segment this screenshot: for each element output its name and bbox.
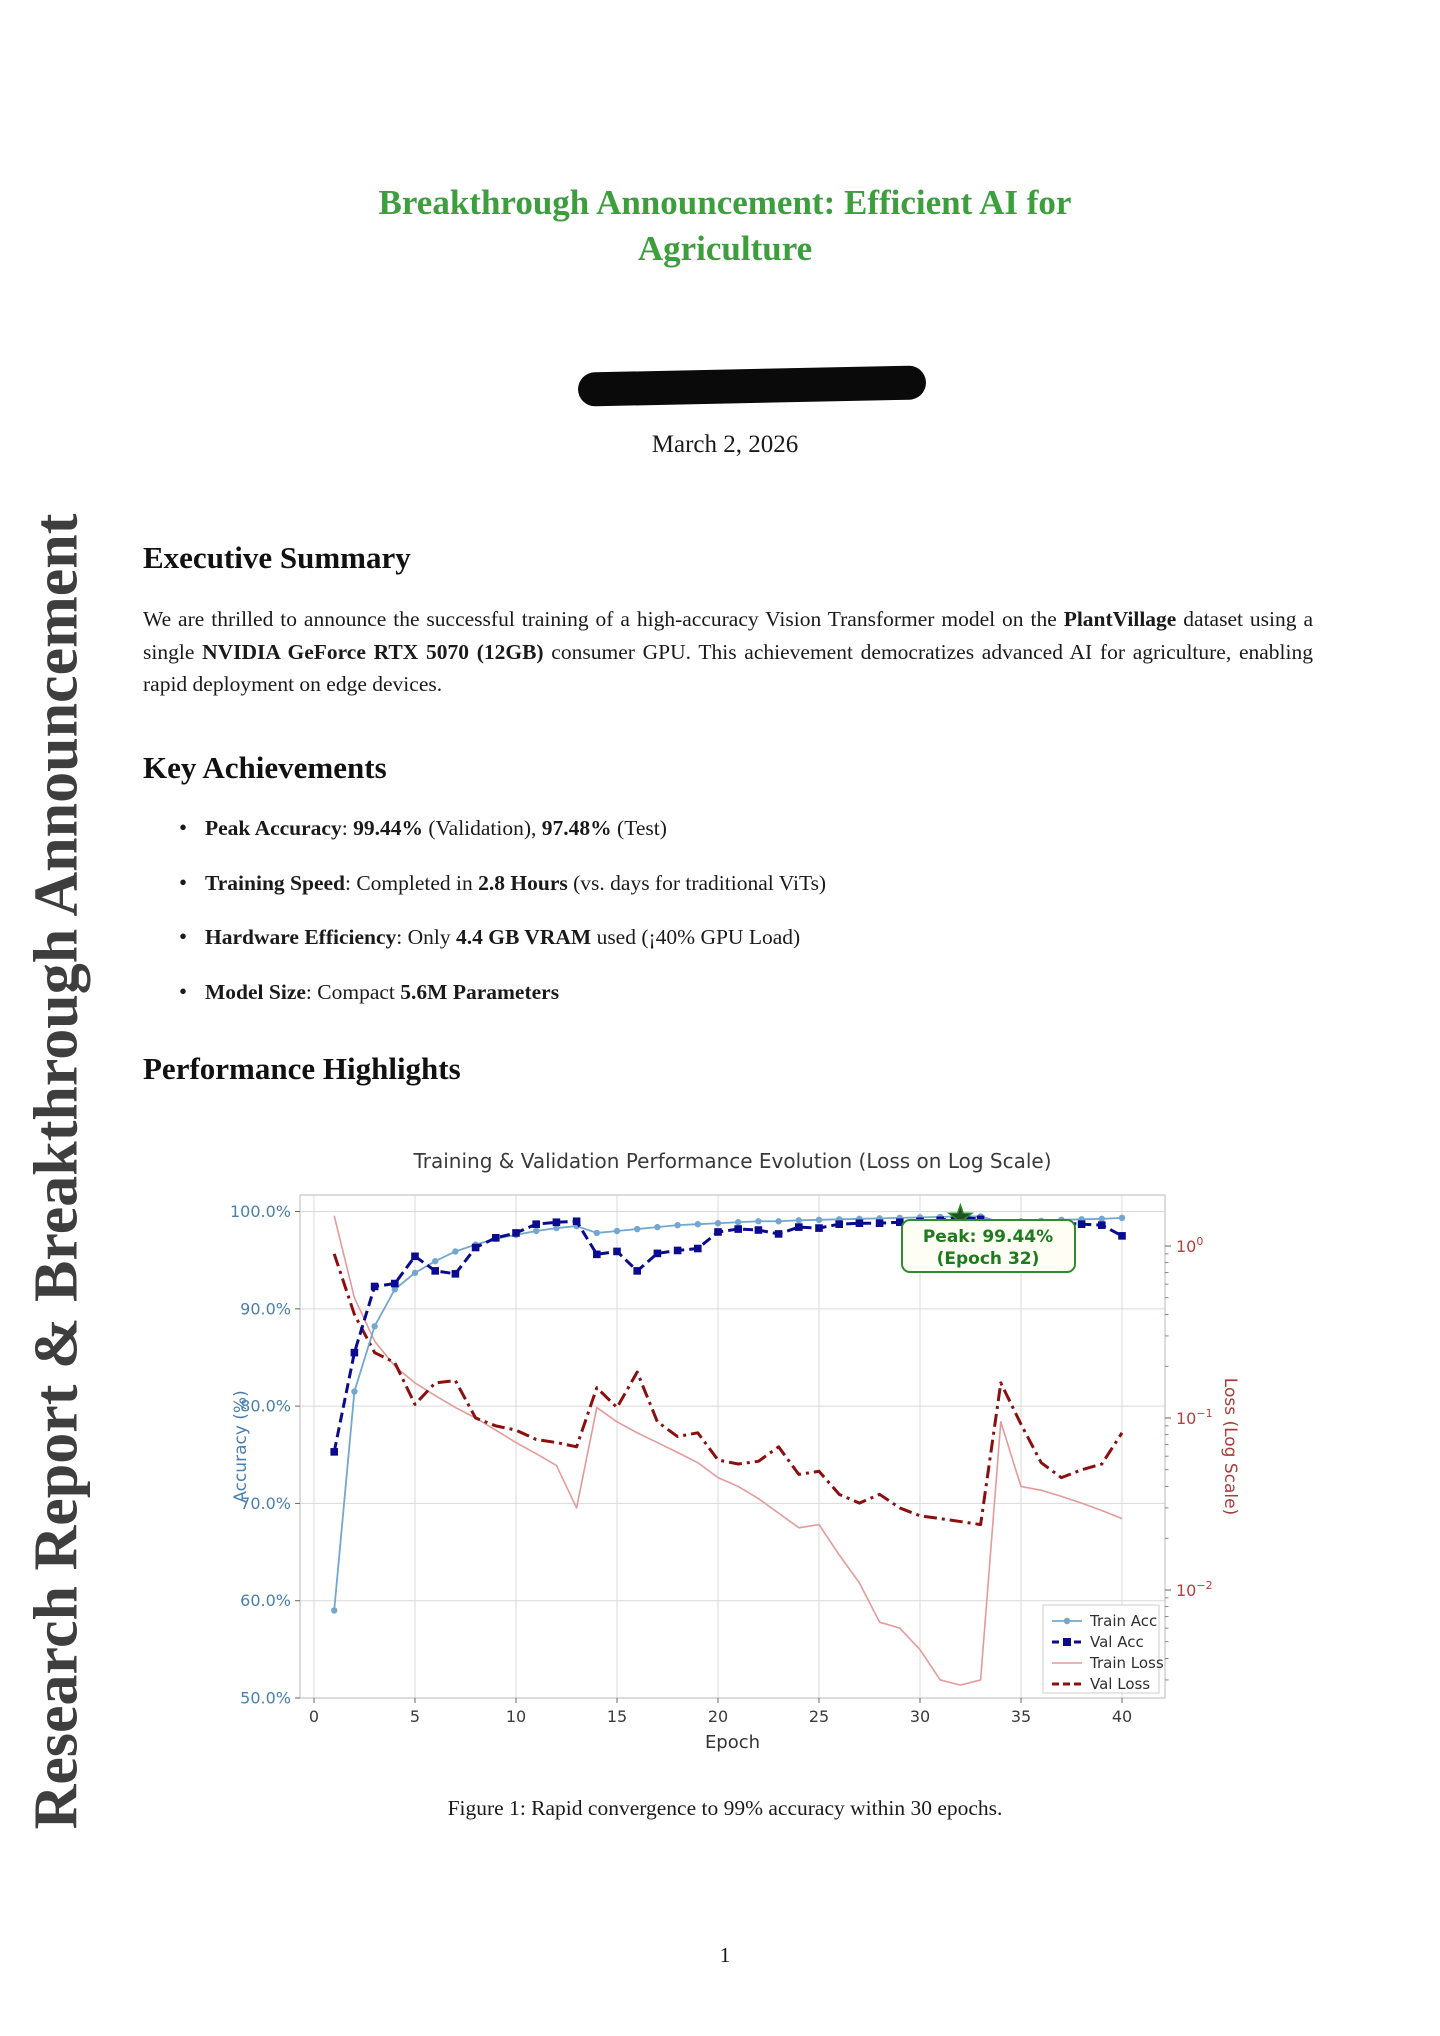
x-axis-label: Epoch xyxy=(705,1732,760,1753)
section-heading-performance-highlights: Performance Highlights xyxy=(143,1051,461,1086)
section-heading-key-achievements: Key Achievements xyxy=(143,750,387,785)
legend-label-train-loss: Train Loss xyxy=(1089,1654,1164,1672)
peak-annotation: Peak: 99.44%(Epoch 32) xyxy=(901,1219,1076,1273)
svg-text:90.0%: 90.0% xyxy=(240,1299,291,1318)
svg-text:40: 40 xyxy=(1112,1707,1132,1726)
svg-text:10: 10 xyxy=(506,1707,526,1726)
legend-label-train-acc: Train Acc xyxy=(1089,1612,1157,1630)
document-title-line1: Breakthrough Announcement: Efficient AI … xyxy=(378,183,1072,222)
redaction-bar xyxy=(577,365,927,407)
svg-text:10−1: 10−1 xyxy=(1176,1407,1213,1428)
svg-text:60.0%: 60.0% xyxy=(240,1591,291,1610)
achievement-item: Hardware Efficiency: Only 4.4 GB VRAM us… xyxy=(143,921,1303,953)
chart-legend: Train Acc Val Acc Train Loss Val Loss xyxy=(1042,1604,1164,1694)
figure-caption: Figure 1: Rapid convergence to 99% accur… xyxy=(447,1796,1003,1820)
chart-grid xyxy=(300,1195,1165,1699)
achievement-item: Training Speed: Completed in 2.8 Hours (… xyxy=(143,867,1303,899)
peak-annotation-line1: Peak: 99.44% xyxy=(923,1227,1053,1247)
svg-text:50.0%: 50.0% xyxy=(240,1689,291,1708)
series-train-loss xyxy=(333,1215,1123,1686)
achievement-item: Model Size: Compact 5.6M Parameters xyxy=(143,976,1303,1008)
page-number: 1 xyxy=(719,1943,731,1967)
training-chart: Training & Validation Performance Evolut… xyxy=(230,1149,1240,1753)
svg-text:15: 15 xyxy=(607,1707,627,1726)
y-axis-left-label: Accuracy (%) xyxy=(231,1390,251,1502)
achievement-item: Peak Accuracy: 99.44% (Validation), 97.4… xyxy=(143,812,1303,844)
legend-label-val-acc: Val Acc xyxy=(1090,1633,1144,1651)
svg-text:80.0%: 80.0% xyxy=(240,1397,291,1416)
svg-text:25: 25 xyxy=(809,1707,829,1726)
svg-text:100: 100 xyxy=(1176,1235,1203,1256)
svg-text:30: 30 xyxy=(910,1707,930,1726)
svg-text:20: 20 xyxy=(708,1707,728,1726)
plot-border xyxy=(299,1194,1166,1699)
x-axis: 0 5 10 15 20 25 30 35 40 Epoch xyxy=(309,1698,1132,1753)
executive-summary-paragraph: We are thrilled to announce the successf… xyxy=(143,607,1313,697)
document-title: Breakthrough Announcement: Efficient AI … xyxy=(135,180,1315,272)
legend-label-val-loss: Val Loss xyxy=(1090,1675,1150,1693)
svg-text:100.0%: 100.0% xyxy=(230,1202,291,1221)
achievements-list: Peak Accuracy: 99.44% (Validation), 97.4… xyxy=(143,812,1303,1030)
document-title-line2: Agriculture xyxy=(637,229,813,268)
svg-text:35: 35 xyxy=(1011,1707,1031,1726)
svg-text:70.0%: 70.0% xyxy=(240,1494,291,1513)
peak-annotation-line2: (Epoch 32) xyxy=(937,1249,1040,1269)
sidebar-vertical-text: Research Report & Breakthrough Announcem… xyxy=(22,513,91,1829)
svg-text:10−2: 10−2 xyxy=(1176,1579,1213,1600)
y-axis-left: 50.0% 60.0% 70.0% 80.0% 90.0% 100.0% Accuracy … xyxy=(230,1202,300,1708)
series-val-loss xyxy=(332,1253,1124,1527)
document-date: March 2, 2026 xyxy=(651,431,799,458)
section-heading-executive-summary: Executive Summary xyxy=(143,540,411,575)
chart-title: Training & Validation Performance Evolut… xyxy=(412,1149,1051,1173)
svg-text:5: 5 xyxy=(410,1707,420,1726)
y-axis-right: 100 10−1 10−2 Loss (Log Scale) xyxy=(1165,1235,1240,1681)
svg-text:0: 0 xyxy=(309,1707,319,1726)
y-axis-right-label: Loss (Log Scale) xyxy=(1220,1378,1240,1515)
